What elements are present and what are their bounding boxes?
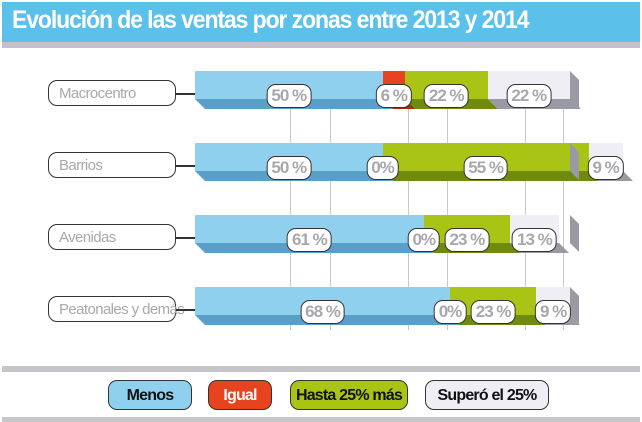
category-label: Avenidas [48,224,176,250]
category-label: Peatonales y demás [48,296,185,322]
label-connector [176,309,196,311]
label-connector [176,165,196,167]
legend-item: Menos [108,380,192,410]
data-label: 23 % [470,300,516,324]
legend-item: Igual [208,380,272,410]
data-label: 23 % [444,228,490,252]
category-label: Barrios [48,152,176,178]
data-label: 50 % [266,84,312,108]
data-label: 22 % [506,84,552,108]
title-banner: Evolución de las ventas por zonas entre … [2,2,640,42]
bar-endcap [570,215,579,252]
data-label: 0% [407,228,441,252]
data-label: 50 % [266,156,312,180]
category-label: Macrocentro [48,80,176,106]
data-label: 13 % [512,228,557,252]
legend-item: Superó el 25% [425,380,549,410]
data-label: 22 % [423,84,469,108]
label-connector [176,237,196,239]
data-label: 0% [433,300,467,324]
data-label: 6 % [375,84,412,108]
divider-top [2,366,640,372]
divider-bottom [2,417,640,422]
legend-item: Hasta 25% más [290,380,408,410]
data-label: 9 % [534,300,572,324]
chart-title: Evolución de las ventas por zonas entre … [12,6,530,34]
data-label: 0% [366,156,399,180]
label-connector [176,93,196,95]
data-label: 55 % [463,156,508,180]
data-label: 61 % [287,228,332,252]
data-label: 9 % [587,156,624,180]
title-banner-shadow [2,42,640,48]
data-label: 68 % [300,300,345,324]
gridline [563,100,564,330]
